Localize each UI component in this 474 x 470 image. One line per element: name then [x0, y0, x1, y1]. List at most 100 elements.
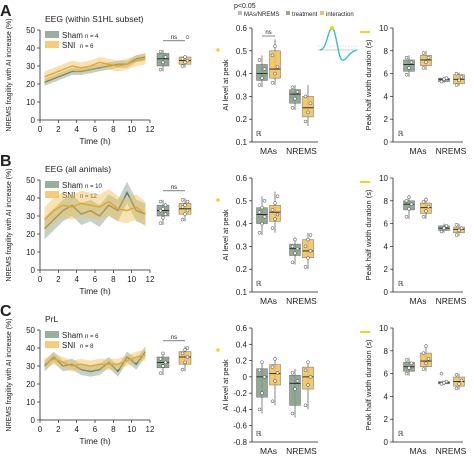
ts-xtick-label: 8 [111, 125, 116, 134]
ai-nrems-sni-point [303, 403, 308, 408]
hw-nrems-sni-point [454, 222, 459, 227]
ai-mas-sham-box [256, 368, 268, 398]
ts-xtick-label: 0 [38, 275, 43, 284]
summary-ns-label: ns [171, 35, 177, 41]
ai-mas-sni-point [270, 208, 275, 212]
ai-mas-sni-point [273, 201, 277, 205]
ts-ytick-label: 20 [26, 380, 35, 389]
schematic-peak-dot [330, 26, 334, 30]
ts-ytick-label: 0 [31, 116, 36, 125]
hw-ytick-label: 8 [384, 47, 389, 56]
ai-mas-sham-point [262, 199, 267, 203]
ts-xtick-label: 2 [56, 125, 61, 134]
ai-ytick-label: -0.8 [233, 438, 247, 447]
panel-letter: C [0, 303, 12, 320]
ts-ylabel: NREMS fragility with AI increase (%) [6, 18, 13, 131]
series-band-sni [44, 53, 146, 83]
series-line-sni [44, 200, 146, 221]
ts-title: PrL [45, 314, 59, 324]
hw-nrems-sham-point [444, 379, 449, 384]
ai-mas-sham-point [257, 83, 262, 87]
series-band-sham [44, 346, 146, 377]
summary-sham-point [161, 216, 165, 220]
ai-nrems-sni-point [308, 101, 313, 105]
ts-xlabel: Time (h) [79, 436, 110, 446]
hw-mas-sni-point [426, 357, 431, 361]
ai-mas-sham-point [260, 221, 264, 226]
ts-ytick-label: 20 [26, 80, 35, 89]
legend-label-sham: Sham [62, 331, 83, 340]
hw-ytick-label: 10 [379, 324, 388, 333]
summary-sni-point [185, 35, 190, 39]
summary-sham-point [161, 60, 165, 65]
panel-letter: B [0, 153, 12, 170]
hw-nrems-sni-point [457, 228, 461, 233]
ai-ytick-label: 0.2 [236, 115, 248, 124]
ai-ytick-label: 0 [243, 373, 248, 382]
ai-mas-sni-point [273, 71, 277, 76]
ai-ytick-label: 0.4 [236, 340, 248, 349]
ts-ytick-label: 30 [26, 362, 35, 371]
ai-state-label: NREMS [286, 146, 317, 156]
hw-mas-sni-point [426, 204, 431, 209]
series-band-sni [44, 189, 146, 233]
hw-mas-sni-box [420, 352, 432, 368]
summary-sni-point [185, 208, 190, 213]
ts-xtick-label: 4 [74, 425, 79, 434]
hw-mas-sni-point [424, 197, 428, 202]
hw-ylabel: Peak half width duration (s) [364, 339, 373, 430]
ai-nrems-sham-point [295, 246, 300, 251]
ai-ytick-label: 0.4 [236, 220, 248, 229]
summary-ns-label: ns [171, 335, 177, 341]
ai-mas-sham-point [262, 215, 267, 219]
ai-mas-sham-point [257, 58, 262, 62]
summary-sni-point [183, 360, 187, 365]
ai-mas-sni-point [275, 371, 280, 375]
hw-state-label: MAs [410, 446, 427, 456]
series-line-sni [44, 58, 146, 78]
ts-xtick-label: 2 [56, 275, 61, 284]
ts-xtick-label: 12 [146, 425, 155, 434]
legend-n-sham: n = 4 [85, 34, 99, 40]
ai-nrems-sni-point [306, 237, 310, 242]
schematic-peak-curve [319, 27, 358, 61]
hw-mas-sham-point [404, 199, 409, 203]
hw-mas-sham-point [407, 66, 411, 70]
legend-label-sham: Sham [62, 31, 83, 40]
hw-ytick-label: 0 [384, 438, 389, 447]
ai-state-label: MAs [260, 146, 277, 156]
ai-mas-sham-point [260, 360, 264, 364]
ai-nrems-sni-point [308, 375, 313, 379]
hw-state-label: MAs [410, 296, 427, 306]
ai-ytick-label: 0.1 [236, 138, 248, 147]
summary-sham-point [158, 357, 163, 361]
hw-ytick-label: 4 [384, 242, 389, 251]
hw-nrems-sham-point [442, 226, 446, 230]
ts-xtick-label: 8 [111, 275, 116, 284]
ai-mas-sham-point [260, 76, 264, 80]
legend-swatch-sni [45, 341, 59, 348]
hw-mas-sni-point [421, 351, 426, 355]
hw-ytick-label: 8 [384, 197, 389, 206]
ai-nrems-sni-box [302, 366, 314, 390]
ts-title: EEG (all animals) [45, 164, 111, 174]
hw-ytick-label: 6 [384, 370, 389, 379]
summary-sni-point [183, 212, 187, 216]
ai-mas-sni-point [275, 194, 280, 198]
ai-mas-sham-point [260, 205, 264, 210]
ai-mas-sham-box [256, 207, 268, 224]
hw-state-label: MAs [410, 146, 427, 156]
summary-sni-point [183, 60, 187, 65]
hw-mas-sham-point [404, 358, 409, 362]
summary-sni-point [183, 55, 187, 59]
ai-mas-sni-box [269, 205, 281, 222]
hw-nrems-sni-point [459, 226, 464, 230]
ai-state-label: NREMS [286, 296, 317, 306]
ts-ytick-label: 10 [26, 398, 35, 407]
summary-sham-point [158, 67, 163, 72]
summary-sni-point [180, 217, 185, 222]
hw-nrems-sni-point [459, 378, 464, 383]
ai-nrems-sham-point [293, 96, 297, 101]
hw-nrems-sni-point [454, 386, 459, 391]
sig-threshold-label: p<0.05 [234, 3, 256, 10]
